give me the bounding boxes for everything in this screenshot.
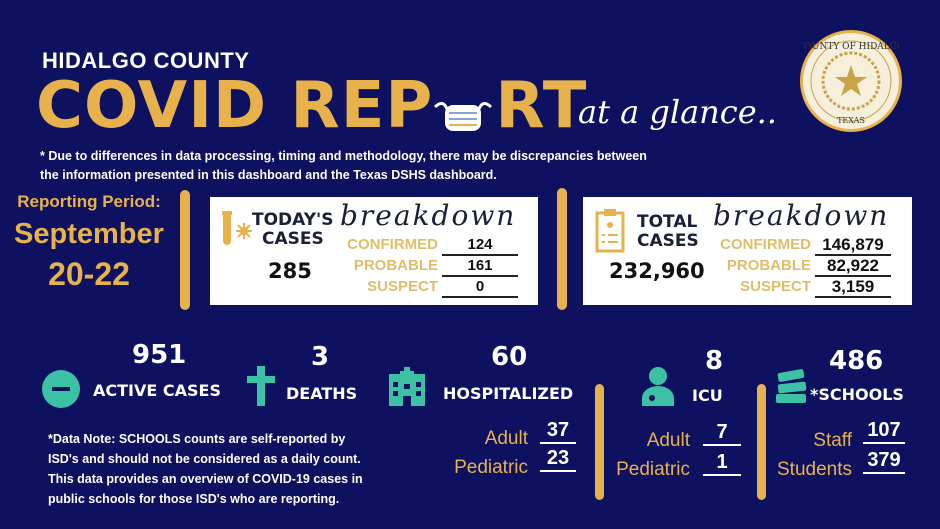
hospital-icon: [389, 367, 425, 406]
total-title: TOTAL CASES: [637, 213, 699, 251]
county-subtitle: HIDALGO COUNTY: [42, 48, 250, 73]
note-line: *Data Note: SCHOOLS counts are self-repo…: [48, 432, 346, 446]
active-cases-value: 951: [132, 340, 187, 370]
deaths-value: 3: [311, 342, 330, 372]
hosp-adult-value: 37: [540, 419, 576, 444]
today-title-1: TODAY'S: [252, 210, 334, 230]
cross-icon: [247, 366, 275, 406]
today-breakdown-rows: CONFIRMED 124 PROBABLE 161 SUSPECT 0: [328, 235, 518, 298]
reporting-days: 20-22: [48, 256, 130, 292]
total-breakdown-rows: CONFIRMED 146,879 PROBABLE 82,922 SUSPECT 3…: [701, 235, 891, 298]
icu-value: 8: [705, 346, 724, 376]
today-breakdown-heading: breakdown: [340, 199, 517, 232]
divider: [757, 384, 766, 500]
note-line: This data provides an overview of COVID-…: [48, 472, 363, 486]
disclaimer: * Due to differences in data processing,…: [40, 147, 647, 185]
total-cases-value: 232,960: [609, 259, 705, 283]
total-breakdown-heading: breakdown: [713, 199, 890, 232]
icu-adult-value: 7: [703, 421, 741, 446]
suspect-value: 0: [442, 277, 518, 298]
confirmed-label: CONFIRMED: [347, 236, 438, 253]
schools-value: 486: [829, 346, 884, 376]
school-students-label: Students: [777, 459, 852, 480]
probable-value: 82,922: [815, 256, 891, 277]
suspect-label: SUSPECT: [367, 278, 438, 295]
reporting-period-label: Reporting Period:: [17, 192, 161, 211]
test-tube-virus-icon: [222, 211, 252, 245]
icu-pediatric-label: Pediatric: [616, 459, 690, 480]
note-line: ISD's and should not be considered as a …: [48, 452, 361, 466]
books-icon: [776, 369, 807, 403]
title-part2: RT: [495, 69, 588, 143]
data-note: *Data Note: SCHOOLS counts are self-repo…: [48, 429, 363, 509]
total-title-2: CASES: [637, 231, 699, 251]
icu-pediatric-value: 1: [703, 451, 741, 476]
schools-label: *SCHOOLS: [810, 385, 904, 404]
disclaimer-line: the information presented in this dashbo…: [40, 168, 497, 182]
divider: [180, 190, 190, 310]
probable-label: PROBABLE: [353, 257, 438, 274]
today-title: TODAY'S CASES: [252, 211, 333, 249]
confirmed-value: 124: [442, 235, 518, 256]
school-staff-label: Staff: [813, 430, 852, 451]
disclaimer-line: * Due to differences in data processing,…: [40, 149, 647, 163]
probable-label: PROBABLE: [726, 257, 811, 274]
clipboard-icon: [595, 209, 625, 253]
hosp-adult-label: Adult: [484, 428, 528, 449]
todays-cases-card: TODAY'S CASES 285 breakdown CONFIRMED 124 …: [210, 197, 538, 305]
suspect-value: 3,159: [815, 277, 891, 298]
school-students-value: 379: [863, 449, 905, 474]
note-line: public schools for those ISD's who are r…: [48, 492, 340, 506]
suspect-label: SUSPECT: [740, 278, 811, 295]
svg-text:COUNTY OF HIDALGO: COUNTY OF HIDALGO: [803, 42, 899, 52]
icu-label: ICU: [692, 386, 723, 405]
title-part1: COVID REP: [36, 69, 434, 143]
confirmed-label: CONFIRMED: [720, 236, 811, 253]
total-cases-card: TOTAL CASES 232,960 breakdown CONFIRMED 14…: [583, 197, 912, 305]
svg-text:TEXAS: TEXAS: [837, 116, 865, 125]
reporting-month: September: [14, 218, 164, 250]
today-total: 285: [268, 259, 312, 283]
today-title-2: CASES: [262, 229, 324, 249]
face-mask-icon: [434, 102, 493, 131]
confirmed-value: 146,879: [815, 235, 891, 256]
doctor-icon: [642, 367, 674, 406]
report-title: COVID REP RT: [36, 74, 587, 138]
active-cases-label: ACTIVE CASES: [93, 381, 221, 400]
divider: [595, 384, 604, 500]
tagline: at a glance..: [578, 93, 777, 131]
county-seal: COUNTY OF HIDALGO TEXAS: [798, 30, 904, 132]
probable-value: 161: [442, 256, 518, 277]
divider: [557, 188, 567, 310]
hosp-pediatric-label: Pediatric: [454, 457, 528, 478]
hospitalized-value: 60: [491, 342, 528, 372]
deaths-label: DEATHS: [286, 384, 358, 403]
hosp-pediatric-value: 23: [540, 447, 576, 472]
school-staff-value: 107: [863, 419, 905, 444]
total-title-1: TOTAL: [637, 212, 698, 232]
hospitalized-label: HOSPITALIZED: [443, 384, 574, 403]
minus-circle-icon: [42, 370, 80, 408]
seal-star-icon: COUNTY OF HIDALGO TEXAS: [798, 40, 904, 125]
icu-adult-label: Adult: [646, 430, 690, 451]
